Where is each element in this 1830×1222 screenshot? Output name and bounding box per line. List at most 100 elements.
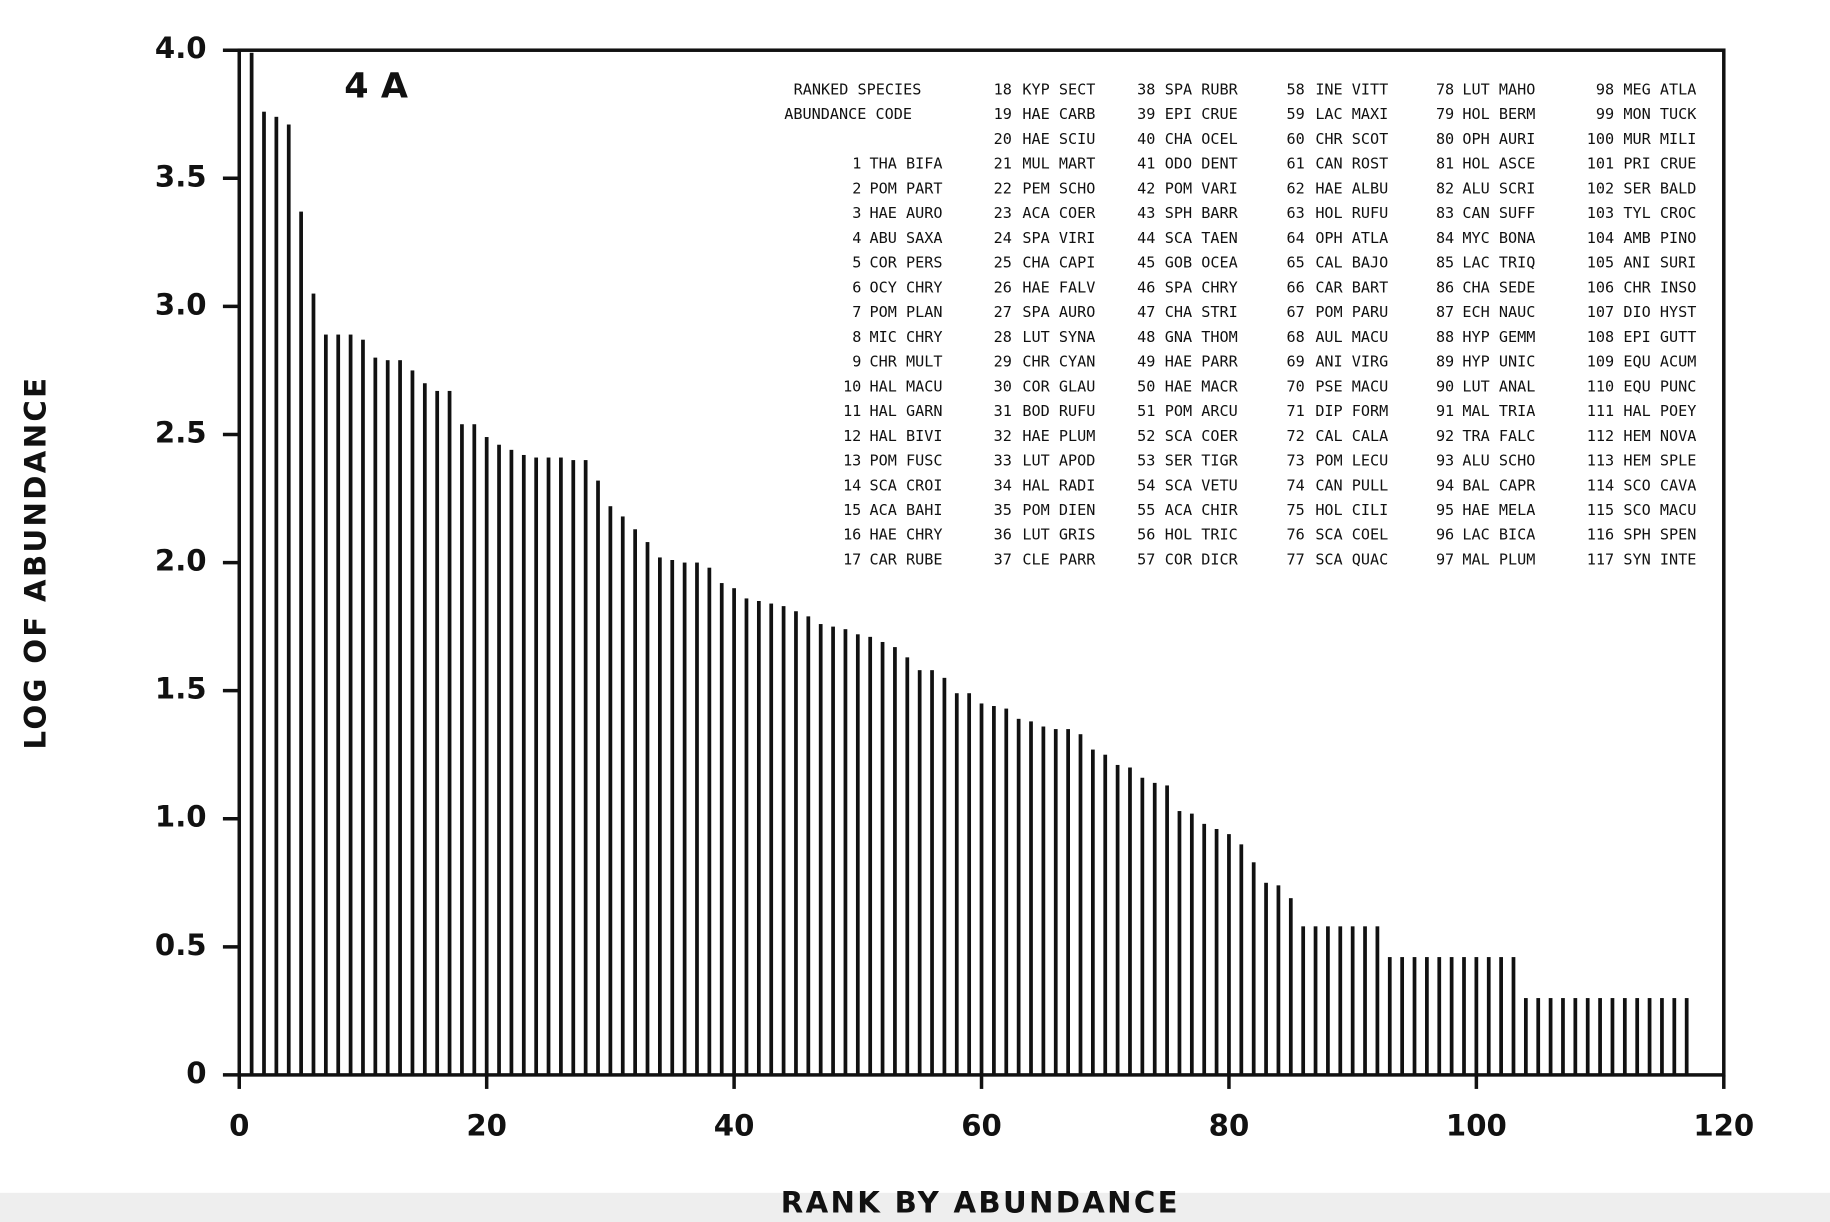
legend-rank: 61 (1287, 155, 1305, 173)
bar (1276, 885, 1281, 1075)
bar (1548, 998, 1553, 1075)
x-tick-label: 120 (1693, 1108, 1754, 1142)
legend-code: LAC MAXI (1315, 105, 1388, 123)
bar (1387, 957, 1392, 1075)
bar (447, 390, 452, 1075)
legend-code: AMB PINO (1623, 229, 1696, 247)
legend-rank: 68 (1287, 328, 1305, 346)
bar (1412, 957, 1417, 1075)
bar (992, 706, 996, 1075)
bar (1536, 998, 1541, 1075)
legend-code: MIC CHRY (869, 328, 942, 346)
bar (583, 460, 588, 1075)
legend-rank: 46 (1137, 278, 1155, 296)
legend-rank: 5 (852, 254, 861, 272)
bar (917, 670, 922, 1075)
y-tick-label: 3.5 (155, 159, 207, 193)
bar (1573, 998, 1578, 1075)
legend-code: POM DIEN (1022, 501, 1095, 519)
bar (1635, 998, 1640, 1075)
legend-rank: 11 (843, 402, 861, 420)
legend-code: HEM NOVA (1623, 427, 1696, 445)
legend-rank: 43 (1137, 204, 1155, 222)
legend-code: GNA THOM (1165, 328, 1238, 346)
y-tick-label: 1.0 (155, 800, 207, 834)
legend-code: EPI CRUE (1165, 105, 1238, 123)
legend-rank: 86 (1436, 278, 1454, 296)
bar (880, 641, 885, 1075)
bar (361, 339, 365, 1075)
legend-rank: 49 (1137, 353, 1155, 371)
legend-rank: 98 (1596, 80, 1614, 98)
legend-code: POM PARU (1315, 303, 1388, 321)
legend-code: MON TUCK (1623, 105, 1697, 123)
bar (422, 383, 427, 1075)
legend-code: CAL CALA (1315, 427, 1388, 445)
bar (769, 603, 774, 1075)
legend-code: HAE CARB (1022, 105, 1095, 123)
legend-rank: 117 (1587, 550, 1614, 568)
legend-rank: 84 (1436, 229, 1454, 247)
legend-code: OPH AURI (1462, 130, 1535, 148)
bar (596, 480, 600, 1075)
legend-code: HAE MACR (1165, 377, 1239, 395)
bar (695, 562, 699, 1075)
bar (744, 598, 749, 1075)
bar (942, 677, 947, 1075)
legend-rank: 4 (852, 229, 861, 247)
bar (1375, 926, 1380, 1075)
legend-rank: 106 (1587, 278, 1614, 296)
legend-code: ACA CHIR (1165, 501, 1239, 519)
legend-rank: 93 (1436, 452, 1454, 470)
legend-rank: 35 (994, 501, 1012, 519)
legend-code: MYC BONA (1462, 229, 1535, 247)
legend-code: CAR RUBE (869, 550, 942, 568)
legend-code: LUT MAHO (1462, 80, 1535, 98)
legend-rank: 99 (1596, 105, 1614, 123)
legend-rank: 107 (1587, 303, 1614, 321)
legend-code: HOL BERM (1462, 105, 1535, 123)
legend-code: SCO MACU (1623, 501, 1696, 519)
legend-rank: 12 (843, 427, 861, 445)
bar (373, 357, 378, 1075)
legend-rank: 112 (1587, 427, 1614, 445)
legend-code: LUT SYNA (1022, 328, 1095, 346)
legend-code: CHR INSO (1623, 278, 1696, 296)
legend-code: CHA SEDE (1462, 278, 1535, 296)
bar (336, 334, 341, 1075)
legend-code: ABU SAXA (869, 229, 942, 247)
legend-code: CHA OCEL (1165, 130, 1238, 148)
legend-code: HAL BIVI (869, 427, 942, 445)
bar (1326, 926, 1330, 1075)
legend-code: PEM SCHO (1022, 179, 1095, 197)
legend-rank: 7 (852, 303, 861, 321)
legend-code: SCA CROI (869, 476, 942, 494)
legend-rank: 47 (1137, 303, 1155, 321)
legend-rank: 67 (1287, 303, 1305, 321)
bar (1214, 828, 1219, 1075)
bar (410, 370, 415, 1075)
legend-code: ALU SCHO (1462, 452, 1535, 470)
legend-code: HOL RUFU (1315, 204, 1388, 222)
bar (1474, 957, 1479, 1075)
legend-code: HAL RADI (1022, 476, 1095, 494)
bar (1288, 898, 1293, 1075)
bar (1264, 882, 1268, 1075)
legend-rank: 32 (994, 427, 1012, 445)
bar (1672, 998, 1677, 1075)
legend-rank: 8 (852, 328, 861, 346)
legend-code: BAL CAPR (1462, 476, 1536, 494)
bar (1313, 926, 1318, 1075)
bar (967, 693, 972, 1075)
bar (818, 624, 823, 1075)
bar (1338, 926, 1343, 1075)
legend-header: ABUNDANCE CODE (784, 105, 912, 123)
x-tick-label: 100 (1446, 1108, 1507, 1142)
legend-rank: 60 (1287, 130, 1305, 148)
bar (719, 583, 724, 1075)
legend-header: RANKED SPECIES (794, 80, 922, 98)
bar (534, 457, 539, 1075)
legend-code: SPA VIRI (1022, 229, 1095, 247)
legend-rank: 102 (1587, 179, 1614, 197)
legend-rank: 88 (1436, 328, 1454, 346)
